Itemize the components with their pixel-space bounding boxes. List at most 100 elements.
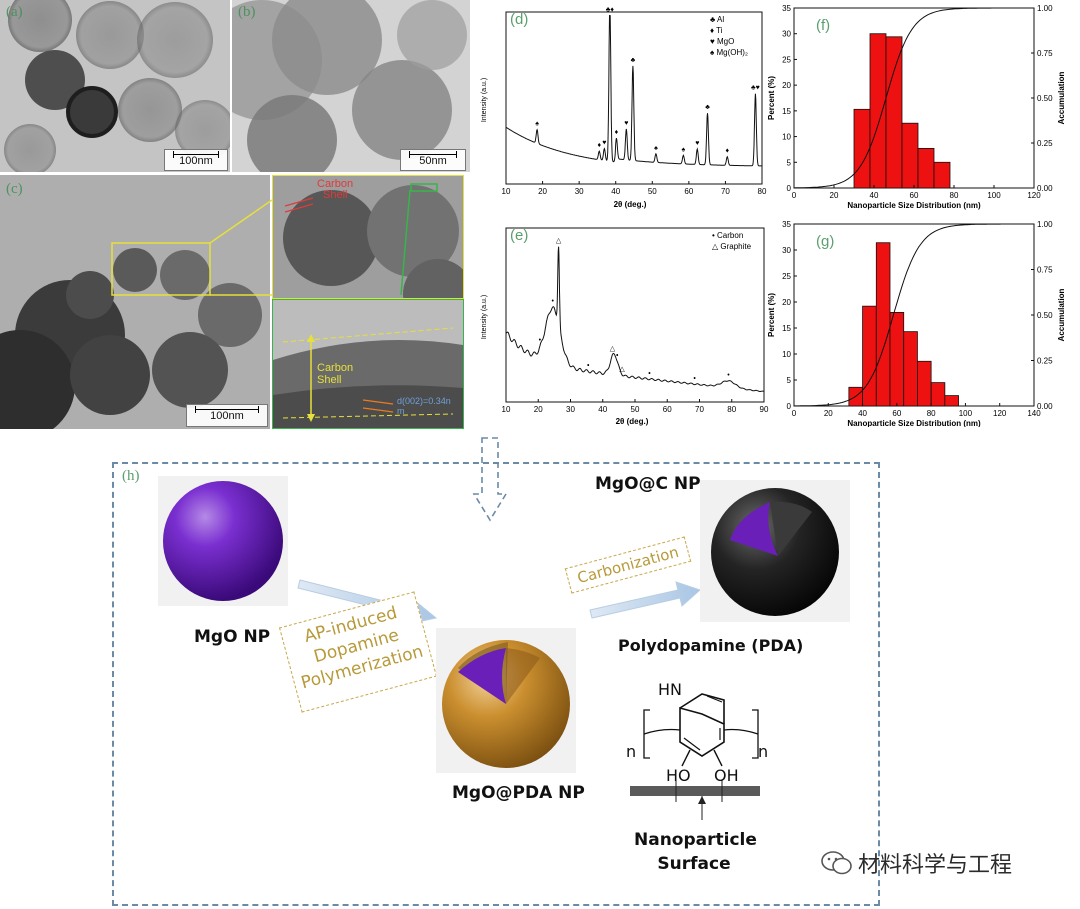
scheme-frame <box>112 462 880 906</box>
histogram-bar <box>889 312 905 407</box>
y-tick-label: 20 <box>782 81 791 90</box>
y-tick-label: 0 <box>787 184 792 193</box>
peak-marker: ♣ <box>631 57 636 64</box>
scale-bar-a-text: 100nm <box>179 155 213 167</box>
histogram-bar <box>917 147 935 189</box>
legend-entry: ♠ Mg(OH)₂ <box>710 48 748 57</box>
x-tick-label: 20 <box>830 191 839 200</box>
y-tick-label: 0 <box>787 402 792 411</box>
x-tick-label: 40 <box>870 191 879 200</box>
x-tick-label: 10 <box>502 405 511 414</box>
xrd-e-ylabel: Intensity (a.u.) <box>481 295 488 339</box>
pda-oh-label: OH <box>714 766 739 785</box>
panel-label-a: (a) <box>6 4 23 20</box>
wechat-icon <box>821 851 852 875</box>
peak-marker: • <box>693 376 696 383</box>
nanoparticle-surface-label: Nanoparticle Surface <box>634 828 757 876</box>
legend-entry: △ Graphite <box>712 242 752 251</box>
panel-label-e: (e) <box>510 227 528 244</box>
xrd-chart-d: (d) 10 20 30 40 50 60 70 80 ♠♦ ♥♣♦♦♥♣♠ ♠♥♣♦♣♥ ♣ A… <box>481 6 767 209</box>
carbon-shell-line1: Carbon <box>317 362 354 374</box>
x-tick-label: 30 <box>566 405 575 414</box>
zoom-lines <box>209 199 273 296</box>
y2-tick-label: 0.00 <box>1037 402 1053 411</box>
y2-tick-label: 0.50 <box>1037 94 1053 103</box>
y2-tick-label: 0.25 <box>1037 357 1053 366</box>
peak-marker: • <box>616 352 619 359</box>
x-tick-label: 30 <box>575 187 584 196</box>
mgo-np-label: MgO NP <box>194 627 271 647</box>
histogram-chart-f: 0 20 40 60 80 100 120 0 5 10 15 20 25 30 35 0.00 0.25 0.5… <box>767 4 1066 210</box>
xrd-e-axes: 10 20 30 40 50 60 70 80 90 <box>502 227 769 414</box>
watermark-text: 材料科学与工程 <box>858 853 1013 878</box>
tem-image-c: (c) 100nm <box>0 175 270 429</box>
d-spacing-value: d(002)=0.34n <box>397 396 451 406</box>
down-arrow-icon <box>472 437 508 522</box>
peak-marker: • <box>587 362 590 369</box>
x-tick-label: 100 <box>959 409 973 418</box>
scale-bar-c-text: 100nm <box>210 410 244 422</box>
x-axis-label: Nanoparticle Size Distribution (nm) <box>847 201 981 210</box>
x-tick-label: 100 <box>987 191 1001 200</box>
tem-inset-bottom-drawing <box>273 300 463 428</box>
histogram-bar <box>869 33 887 189</box>
cumulative-curve <box>794 223 1034 407</box>
x-tick-label: 60 <box>910 191 919 200</box>
peak-marker: ♥ <box>624 120 628 127</box>
x-tick-label: 10 <box>502 187 511 196</box>
xrd-e-pattern-line <box>505 246 765 392</box>
pda-n-right-label: n <box>758 742 769 761</box>
plot-frame <box>505 227 765 403</box>
y2-tick-label: 1.00 <box>1037 220 1053 229</box>
x-tick-label: 0 <box>792 409 797 418</box>
histogram-bar <box>944 395 959 407</box>
x-tick-label: 40 <box>598 405 607 414</box>
x-tick-label: 80 <box>758 187 767 196</box>
mgo-c-np-label: MgO@C NP <box>595 474 701 494</box>
xrd-d-legend: ♣ Al ♦ Ti ♥ MgO ♠ Mg(OH)₂ <box>710 15 748 57</box>
panel-label-b: (b) <box>238 4 256 20</box>
y-tick-label: 10 <box>782 350 791 359</box>
histogram-bar <box>862 305 877 407</box>
x-tick-label: 50 <box>631 405 640 414</box>
scale-bar-b: 50nm <box>400 149 466 171</box>
y-tick-label: 35 <box>782 220 791 229</box>
y2-axis-label: Accumulation <box>1057 288 1066 341</box>
y-axis-label: Percent (%) <box>767 76 776 120</box>
y2-axis-label: Accumulation <box>1057 71 1066 124</box>
y2-tick-label: 1.00 <box>1037 4 1053 13</box>
panel-label-d: (d) <box>510 11 528 28</box>
tem-image-b: (b) 50nm <box>232 0 470 172</box>
x-tick-label: 50 <box>648 187 657 196</box>
xrd-e-legend: • Carbon △ Graphite <box>712 231 752 251</box>
y-axis-label: Percent (%) <box>767 293 776 337</box>
peak-marker: ♦ <box>597 142 601 149</box>
arrow-2-icon <box>589 581 701 619</box>
peak-marker: ♣♦ <box>606 6 615 13</box>
scale-bar-a: 100nm <box>164 149 228 171</box>
d-spacing-label: d(002)=0.34n m <box>397 396 451 416</box>
peak-marker: ♠ <box>654 145 658 152</box>
tem-image-a-drawing <box>0 0 230 172</box>
peak-marker: ♦ <box>615 129 619 136</box>
mgo-sphere <box>158 476 288 606</box>
x-tick-label: 60 <box>663 405 672 414</box>
carbon-shell-label: Carbon Shell <box>317 362 353 386</box>
d-spacing-unit: m <box>397 406 405 416</box>
peak-marker: • <box>727 372 730 379</box>
tem-inset-bottom: Carbon Shell d(002)=0.34n m <box>272 299 464 429</box>
legend-entry: ♣ Al <box>710 15 724 24</box>
x-tick-label: 90 <box>760 405 769 414</box>
y-tick-label: 10 <box>782 133 791 142</box>
x-tick-label: 80 <box>950 191 959 200</box>
y-tick-label: 15 <box>782 324 791 333</box>
histogram-bar <box>933 161 951 189</box>
x-tick-label: 20 <box>824 409 833 418</box>
xrd-d-xlabel: 2θ (deg.) <box>614 200 647 209</box>
y-tick-label: 15 <box>782 107 791 116</box>
panel-label-c: (c) <box>6 181 23 197</box>
y-tick-label: 5 <box>787 158 792 167</box>
y2-tick-label: 0.75 <box>1037 49 1053 58</box>
xrd-e-peak-markers: ••△•△•△••• <box>539 238 731 383</box>
peak-marker: ♣♥ <box>751 85 760 92</box>
